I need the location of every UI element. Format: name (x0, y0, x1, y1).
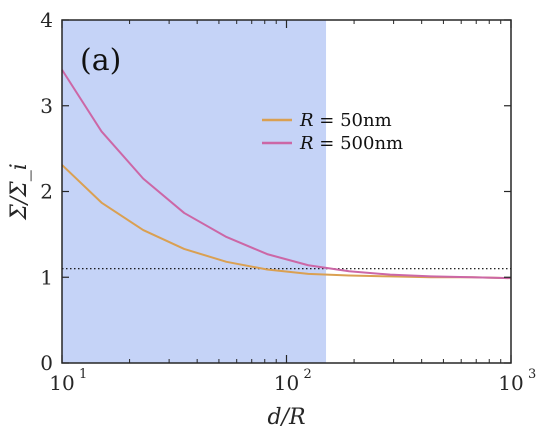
legend-label-1: R = 50nm (299, 110, 392, 131)
y-tick-label: 4 (40, 8, 53, 32)
y-tick-label: 0 (40, 351, 53, 375)
x-tick-label: 10 (49, 371, 74, 395)
x-tick-label-exponent: 3 (528, 367, 536, 382)
x-tick-label-exponent: 1 (79, 367, 87, 382)
y-tick-label: 3 (40, 94, 53, 118)
panel-label: (a) (80, 43, 121, 78)
y-tick-label: 1 (40, 265, 53, 289)
x-axis-title: d/R (267, 405, 305, 430)
y-axis-title: Σ/Σ_i (7, 163, 32, 221)
shaded-region (62, 20, 327, 363)
series-line-2 (61, 69, 512, 280)
y-tick-label: 2 (40, 180, 53, 204)
axes: 0 1 2 3 4 10 1 10 2 10 3 d/R Σ/Σ_i (7, 8, 536, 430)
legend-label-2: R = 500nm (299, 133, 403, 154)
x-tick-label: 10 (274, 371, 299, 395)
x-tick-label: 10 (498, 371, 523, 395)
plot-area (61, 20, 512, 363)
x-tick-label-exponent: 2 (304, 367, 312, 382)
